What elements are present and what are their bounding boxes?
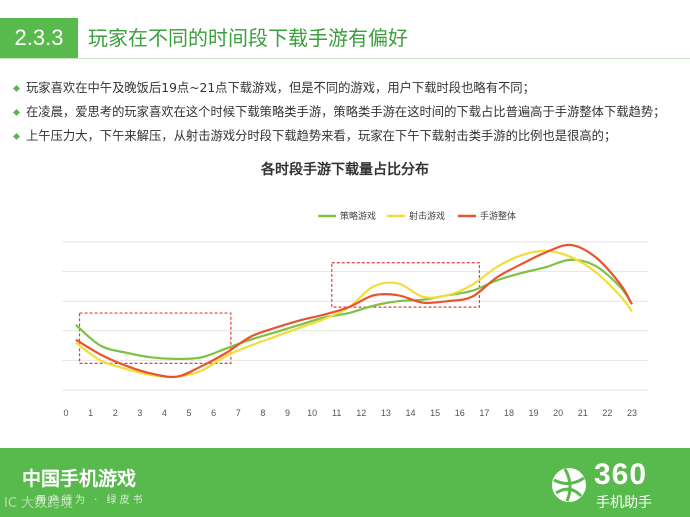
chart-legend: 策略游戏 射击游戏 手游整体 xyxy=(318,210,516,222)
x-tick-label: 18 xyxy=(504,408,514,418)
footer: 中国手机游戏 用户行为 · 绿皮书 IC 大数跨境 360 手机助手 xyxy=(0,448,690,517)
footer-subtitle: 用户行为 · 绿皮书 xyxy=(36,495,146,506)
bullet-list: 玩家喜欢在中午及晚饭后19点~21点下载游戏，但是不同的游戏，用户下载时段也略有… xyxy=(12,76,684,148)
header-divider xyxy=(0,58,690,59)
x-tick-label: 6 xyxy=(211,408,216,418)
x-tick-label: 9 xyxy=(285,408,290,418)
x-tick-label: 22 xyxy=(602,408,612,418)
section-header: 2.3.3 玩家在不同的时间段下载手游有偏好 xyxy=(0,18,690,58)
x-tick-label: 2 xyxy=(113,408,118,418)
footer-title: 中国手机游戏 xyxy=(22,468,137,490)
logo-number: 360 xyxy=(594,458,648,491)
bullet-diamond-icon xyxy=(12,132,21,141)
legend-label: 手游整体 xyxy=(480,210,516,222)
basketball-logo-icon xyxy=(552,468,586,502)
x-tick-label: 4 xyxy=(162,408,167,418)
section-title: 玩家在不同的时间段下载手游有偏好 xyxy=(88,26,408,50)
chart-grid xyxy=(62,241,648,391)
chart-container: 各时段手游下载量占比分布 0 1 2 3 4 5 6 7 8 9 10 11 12 13 14 15 16 17 1… xyxy=(0,150,690,420)
series-line-2 xyxy=(75,243,633,379)
x-tick-label: 17 xyxy=(479,408,489,418)
x-tick-label: 8 xyxy=(260,408,265,418)
x-tick-label: 15 xyxy=(430,408,440,418)
bullet-text: 玩家喜欢在中午及晚饭后19点~21点下载游戏，但是不同的游戏，用户下载时段也略有… xyxy=(26,81,535,95)
chart-title: 各时段手游下载量占比分布 xyxy=(260,161,429,178)
x-tick-label: 23 xyxy=(627,408,637,418)
series-line-0 xyxy=(75,258,633,361)
highlight-box xyxy=(331,262,481,308)
x-tick-label: 11 xyxy=(332,408,341,418)
brand-logo: 360 手机助手 xyxy=(548,456,678,512)
x-tick-label: 12 xyxy=(356,408,366,418)
x-tick-label: 21 xyxy=(578,408,588,418)
bullet-diamond-icon xyxy=(12,108,21,117)
x-tick-label: 5 xyxy=(187,408,192,418)
x-tick-label: 3 xyxy=(137,408,142,418)
highlight-boxes xyxy=(78,262,481,364)
bullet-text: 在凌晨，爱思考的玩家喜欢在这个时候下载策略类手游，策略类手游在这时间的下载占比普… xyxy=(26,105,666,119)
legend-label: 射击游戏 xyxy=(409,210,445,222)
x-tick-label: 1 xyxy=(88,408,93,418)
chart-lines xyxy=(75,243,633,379)
x-tick-label: 16 xyxy=(455,408,465,418)
bullet-item: 玩家喜欢在中午及晚饭后19点~21点下载游戏，但是不同的游戏，用户下载时段也略有… xyxy=(12,76,684,100)
x-tick-label: 19 xyxy=(529,408,539,418)
section-number: 2.3.3 xyxy=(0,18,78,58)
line-chart: 各时段手游下载量占比分布 0 1 2 3 4 5 6 7 8 9 10 11 12 13 14 15 16 17 1… xyxy=(62,161,648,418)
x-tick-label: 20 xyxy=(553,408,563,418)
legend-label: 策略游戏 xyxy=(340,210,376,222)
watermark-text: IC 大数跨境 xyxy=(4,496,74,511)
bullet-text: 上午压力大，下午来解压，从射击游戏分时段下载趋势来看，玩家在下午下载射击类手游的… xyxy=(26,129,617,143)
highlight-box xyxy=(78,312,232,364)
bullet-item: 上午压力大，下午来解压，从射击游戏分时段下载趋势来看，玩家在下午下载射击类手游的… xyxy=(12,124,684,148)
bullet-diamond-icon xyxy=(12,84,21,93)
x-tick-label: 10 xyxy=(307,408,317,418)
x-tick-label: 13 xyxy=(381,408,391,418)
x-tick-label: 7 xyxy=(236,408,241,418)
logo-text: 手机助手 xyxy=(596,495,652,511)
x-tick-label: 0 xyxy=(63,408,68,418)
bullet-item: 在凌晨，爱思考的玩家喜欢在这个时候下载策略类手游，策略类手游在这时间的下载占比普… xyxy=(12,100,684,124)
x-axis-ticks: 0 1 2 3 4 5 6 7 8 9 10 11 12 13 14 15 16 17 18 19 20 21 22 23 xyxy=(63,408,637,418)
x-tick-label: 14 xyxy=(406,408,416,418)
